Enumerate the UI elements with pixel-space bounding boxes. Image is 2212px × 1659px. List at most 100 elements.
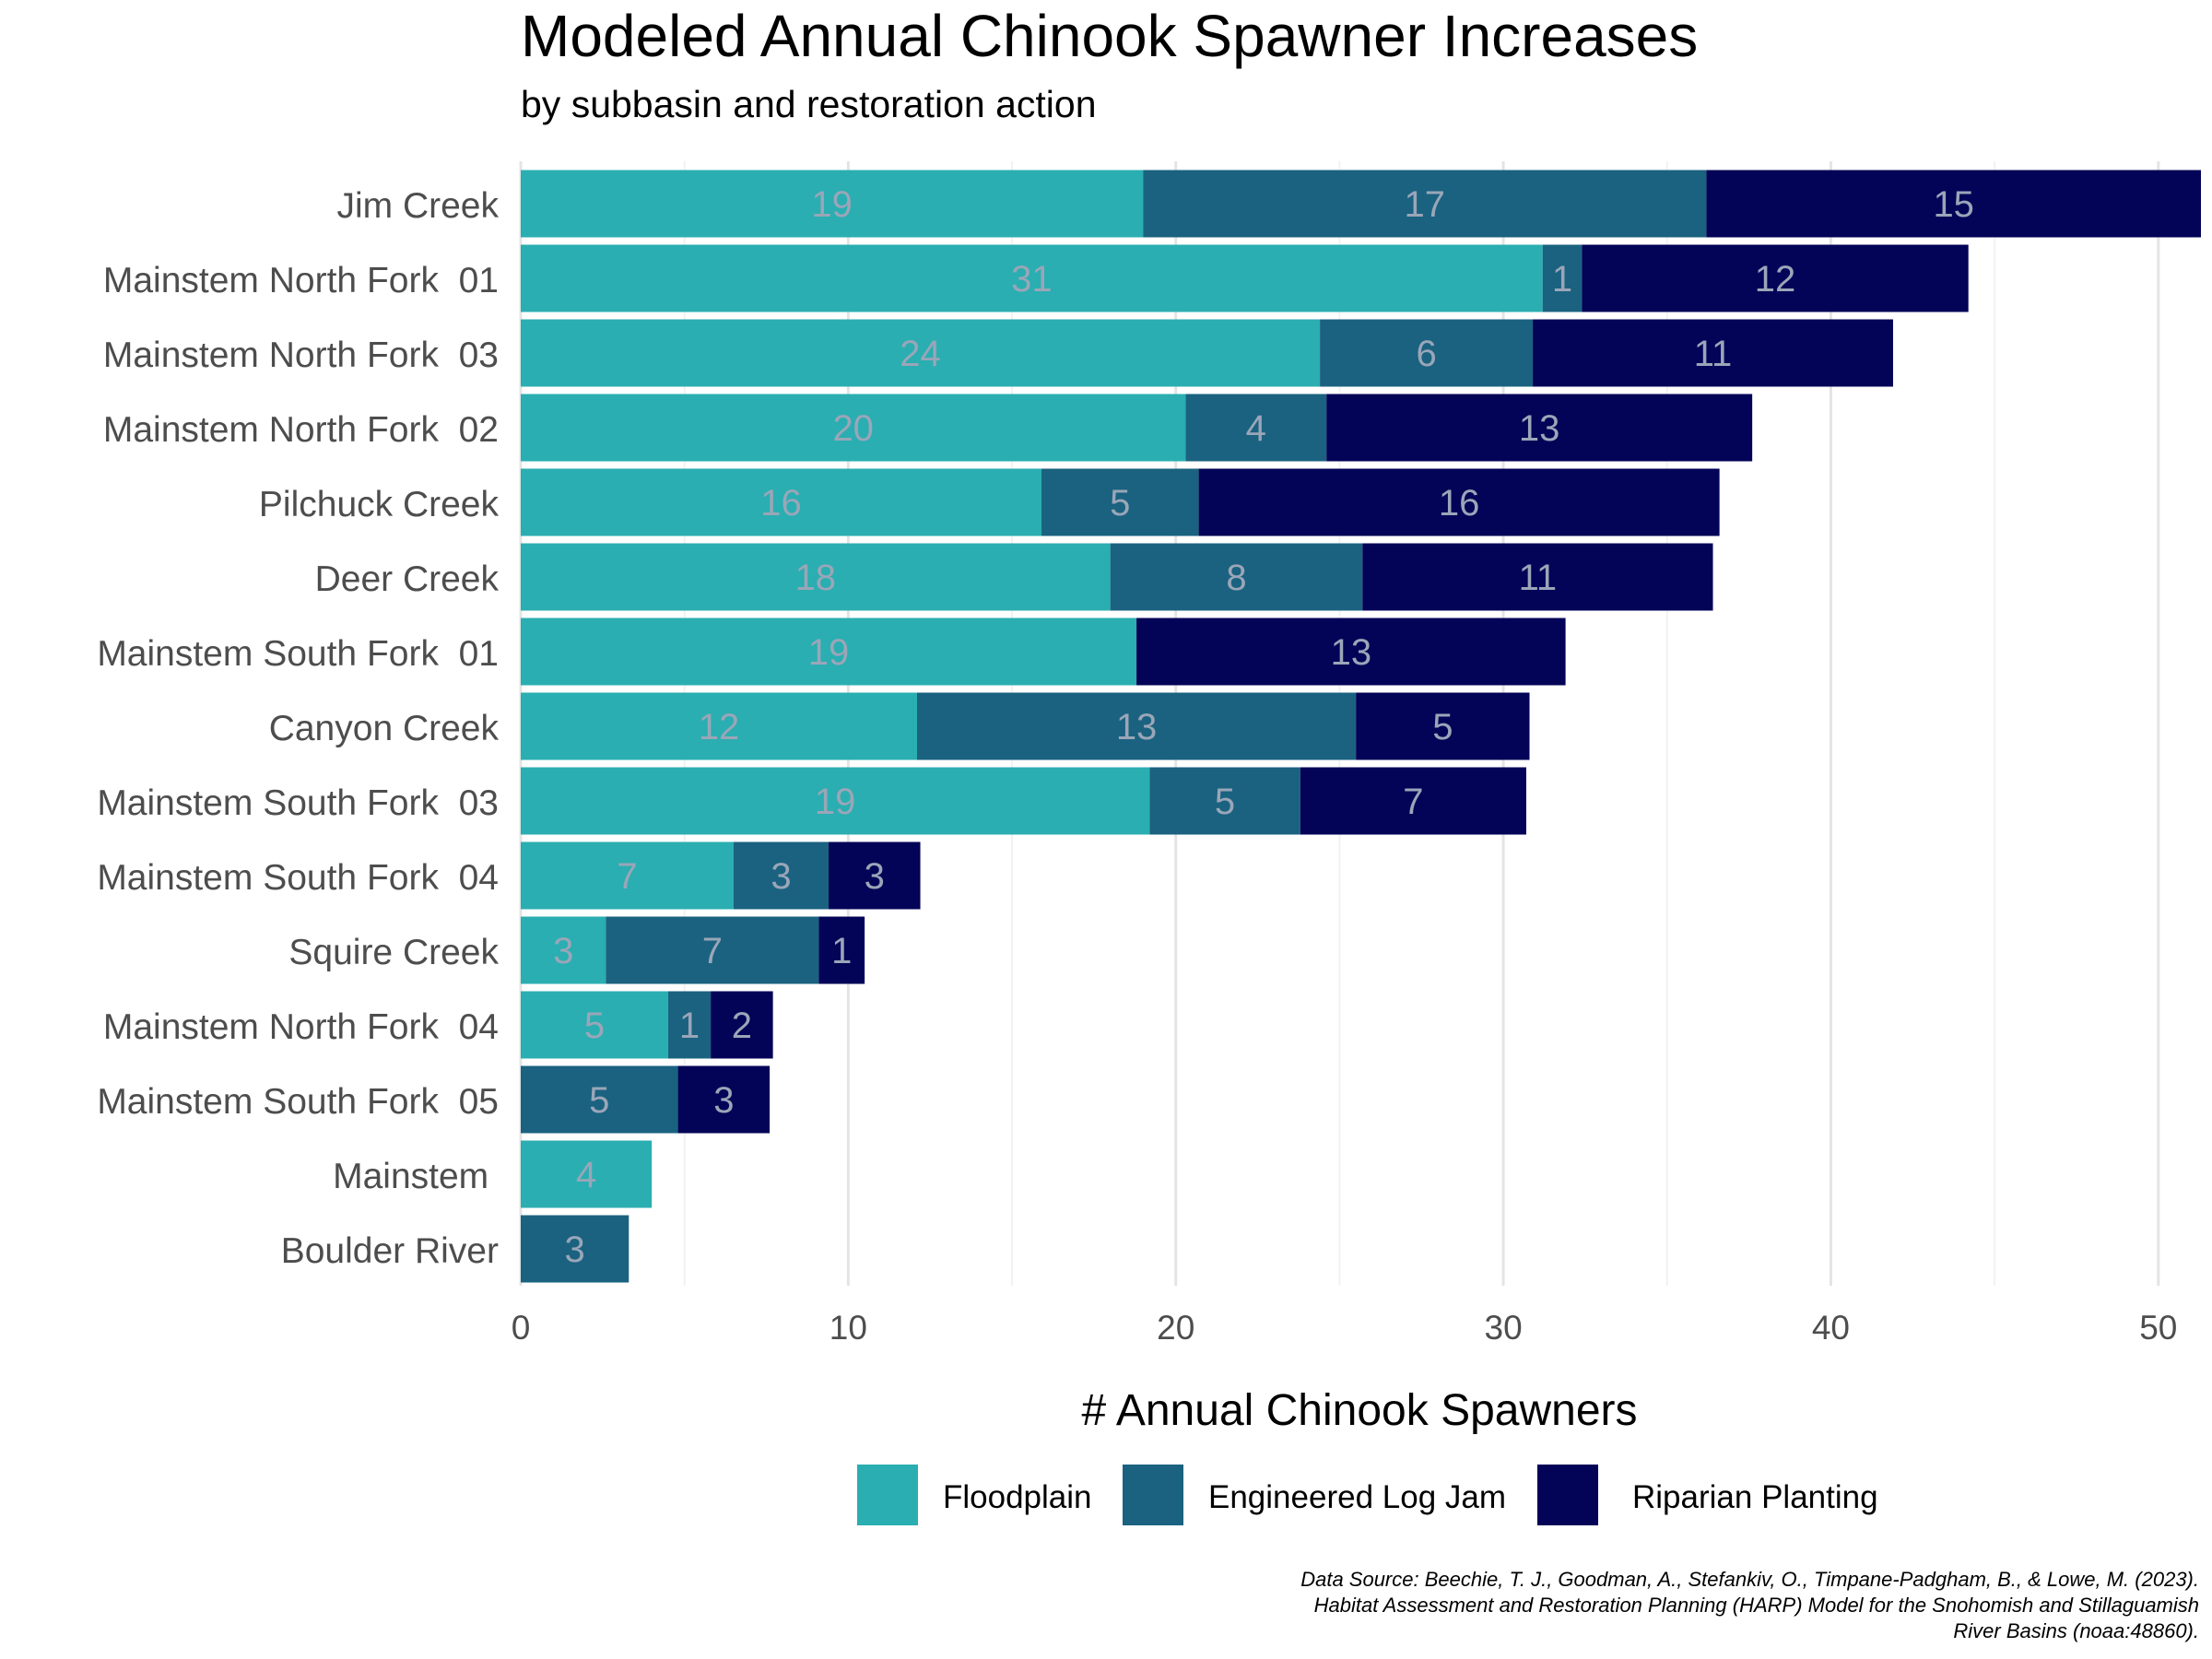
category-label: Mainstem North Fork 04 [103,1007,499,1047]
category-label: Canyon Creek [269,709,500,748]
x-axis-title: # Annual Chinook Spawners [1081,1386,1637,1435]
x-tick-label: 50 [2139,1309,2177,1347]
bar-value-label: 17 [1405,184,1446,225]
category-label: Mainstem [333,1157,499,1196]
bar-segment [1542,244,1583,312]
bar-segment [521,244,1543,312]
bar-segment [711,991,773,1059]
category-label: Jim Creek [336,186,499,226]
bar-value-label: 8 [1226,558,1246,598]
category-label: Mainstem North Fork 01 [103,261,499,300]
bar-value-label: 3 [865,856,885,897]
x-tick-label: 20 [1157,1309,1194,1347]
bar-segment [1136,618,1566,686]
category-label: Mainstem South Fork 05 [97,1082,499,1122]
source-note-line: Data Source: Beechie, T. J., Goodman, A.… [1300,1568,2199,1591]
category-label: Pilchuck Creek [259,485,500,524]
bar-value-label: 1 [1552,259,1572,300]
bar-value-label: 15 [1933,184,1974,225]
category-label: Mainstem South Fork 03 [97,783,499,823]
bar-value-label: 20 [832,408,874,449]
source-note: Data Source: Beechie, T. J., Goodman, A.… [1001,1567,2199,1644]
bar-segment [521,543,1111,611]
bar-segment [1362,543,1713,611]
bar-value-label: 5 [589,1080,609,1121]
x-tick-label: 30 [1485,1309,1523,1347]
bar-segment [521,767,1150,835]
bar-segment [521,618,1137,686]
bar-segment [1582,244,1969,312]
legend-label: Riparian Planting [1632,1479,1878,1515]
category-label: Mainstem South Fork 04 [97,858,499,898]
bar-value-label: 19 [811,184,853,225]
bar-value-label: 13 [1116,707,1158,747]
bar-segment [521,1065,678,1134]
category-label: Squire Creek [288,933,499,972]
bar-segment [818,916,865,984]
bar-segment [1143,170,1707,238]
bar-value-label: 13 [1331,632,1372,673]
bar-value-label: 1 [679,1006,700,1046]
bar-value-label: 4 [576,1155,596,1195]
bar-value-label: 3 [771,856,791,897]
bar-segment [916,692,1357,760]
bar-value-label: 5 [584,1006,605,1046]
bar-value-label: 2 [732,1006,752,1046]
bar-value-label: 7 [617,856,637,897]
bar-segment [521,1215,629,1283]
bar-segment [829,841,921,910]
legend: Floodplain Engineered Log Jam Riparian Pla… [857,1465,1878,1525]
bar-segment [1185,394,1327,462]
bar-value-label: 6 [1416,334,1436,374]
chart-title: Modeled Annual Chinook Spawner Increases [521,3,1699,69]
bar-segment [667,991,712,1059]
bar-segment [606,916,819,984]
bar-value-label: 4 [1246,408,1266,449]
category-labels: Jim Creek Mainstem North Fork 01 Mainstem … [97,186,499,1271]
source-note-line: River Basins (noaa:48860). [1953,1619,2199,1642]
bar-value-label: 7 [702,931,723,971]
bar-segment [521,841,734,910]
bar-value-label: 5 [1215,782,1235,822]
bar-segment [1198,468,1720,536]
bar-segment [733,841,830,910]
bar-segment [521,170,1144,238]
bar-value-label: 5 [1432,707,1453,747]
bar-segment [677,1065,771,1134]
x-tick-labels: 0 10 20 30 40 50 [512,1309,2178,1347]
bar-value-label: 12 [1755,259,1796,300]
bar-value-label: 16 [1439,483,1480,524]
bar-value-label: 12 [699,707,740,747]
bar-value-label: 19 [808,632,850,673]
bar-value-label: 3 [713,1080,734,1121]
bar-value-label: 7 [1403,782,1423,822]
category-label: Mainstem South Fork 01 [97,634,499,674]
x-tick-label: 10 [830,1309,867,1347]
x-tick-label: 40 [1812,1309,1850,1347]
bar-segment [1706,170,2201,238]
bar-segment [521,319,1321,387]
bar-value-label: 11 [1694,334,1733,374]
bar-segment [1320,319,1534,387]
bar-value-label: 18 [795,558,837,598]
legend-label: Floodplain [943,1479,1092,1515]
bar-segment [1110,543,1363,611]
bar-value-label: 13 [1519,408,1560,449]
source-note-line: Habitat Assessment and Restoration Plann… [1313,1594,2199,1617]
legend-swatch [1537,1465,1598,1525]
bar-segment [521,1140,653,1208]
legend-swatch [857,1465,918,1525]
bar-segment [521,394,1186,462]
bar-value-label: 3 [565,1230,585,1270]
bar-value-label: 11 [1519,558,1558,598]
bar-segment [521,916,606,984]
bar-segment [1041,468,1199,536]
bar-segment [521,991,668,1059]
x-tick-label: 0 [512,1309,531,1347]
bar-segment [521,468,1042,536]
bar-segment [1149,767,1300,835]
bar-value-label: 19 [815,782,856,822]
chart-subtitle: by subbasin and restoration action [521,83,1097,125]
